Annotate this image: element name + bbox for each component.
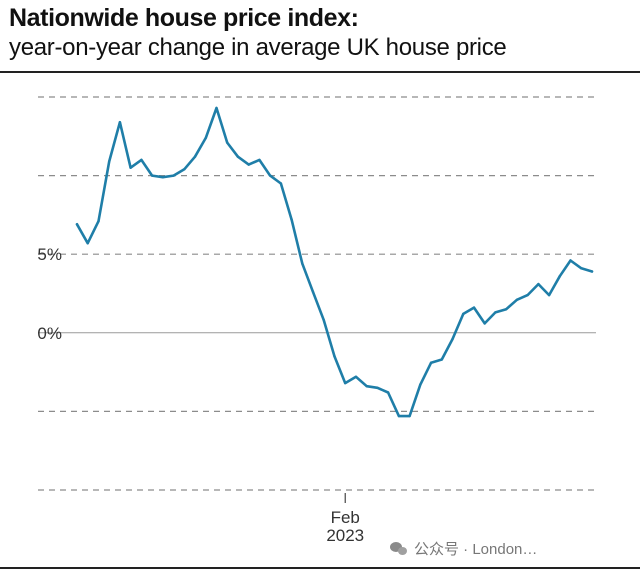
chart-title: Nationwide house price index: (9, 4, 359, 32)
data-point (505, 308, 508, 311)
data-point (408, 414, 411, 418)
data-point (462, 312, 465, 316)
x-tick-label-year: 2023 (326, 526, 364, 545)
data-point (75, 223, 79, 226)
data-point (215, 106, 218, 110)
data-point (193, 155, 197, 158)
title-divider (0, 71, 640, 73)
grid-layer (38, 96, 596, 491)
data-point (311, 290, 315, 294)
series-layer (75, 106, 594, 418)
data-point (386, 391, 390, 394)
data-point (365, 385, 368, 388)
data-point (258, 158, 261, 162)
data-point (172, 174, 175, 177)
chart-subtitle: year-on-year change in average UK house … (9, 34, 507, 61)
bottom-divider (0, 567, 640, 569)
data-point (161, 176, 164, 179)
data-point (204, 136, 207, 140)
data-point (440, 358, 443, 361)
data-point (129, 166, 132, 169)
data-point (376, 386, 379, 389)
data-point (301, 262, 304, 265)
y-tick-label: 0% (37, 324, 62, 343)
watermark-text: 公众号 · London… (414, 541, 538, 558)
data-point (558, 275, 561, 278)
data-point (590, 270, 594, 273)
data-point (118, 121, 122, 124)
data-point (451, 337, 454, 341)
data-point (268, 174, 272, 177)
data-point (494, 311, 497, 314)
data-point (247, 163, 250, 166)
series-line (75, 106, 594, 418)
data-point (150, 174, 154, 177)
data-point (580, 267, 583, 270)
data-point (526, 293, 529, 297)
data-point (279, 182, 283, 185)
data-point (515, 298, 519, 301)
data-point (419, 383, 422, 386)
data-point (322, 319, 325, 322)
data-point (183, 168, 186, 171)
data-point (333, 355, 336, 358)
data-point (290, 218, 293, 221)
data-point (226, 141, 229, 144)
x-tick-label-month: Feb (331, 508, 360, 527)
y-tick-label: 5% (37, 245, 62, 264)
data-point (483, 322, 486, 325)
data-point (569, 259, 572, 262)
data-point (429, 361, 433, 364)
data-point (472, 306, 476, 309)
data-point (108, 160, 111, 163)
data-point (236, 155, 240, 158)
data-point (397, 414, 401, 418)
data-point (537, 282, 540, 286)
watermark: 公众号 · London… (390, 538, 537, 559)
wechat-icon (390, 541, 408, 556)
data-point (344, 381, 347, 385)
data-point (547, 293, 551, 297)
data-point (354, 375, 358, 378)
data-point (97, 220, 100, 223)
data-point (86, 242, 89, 245)
data-point (140, 158, 143, 162)
